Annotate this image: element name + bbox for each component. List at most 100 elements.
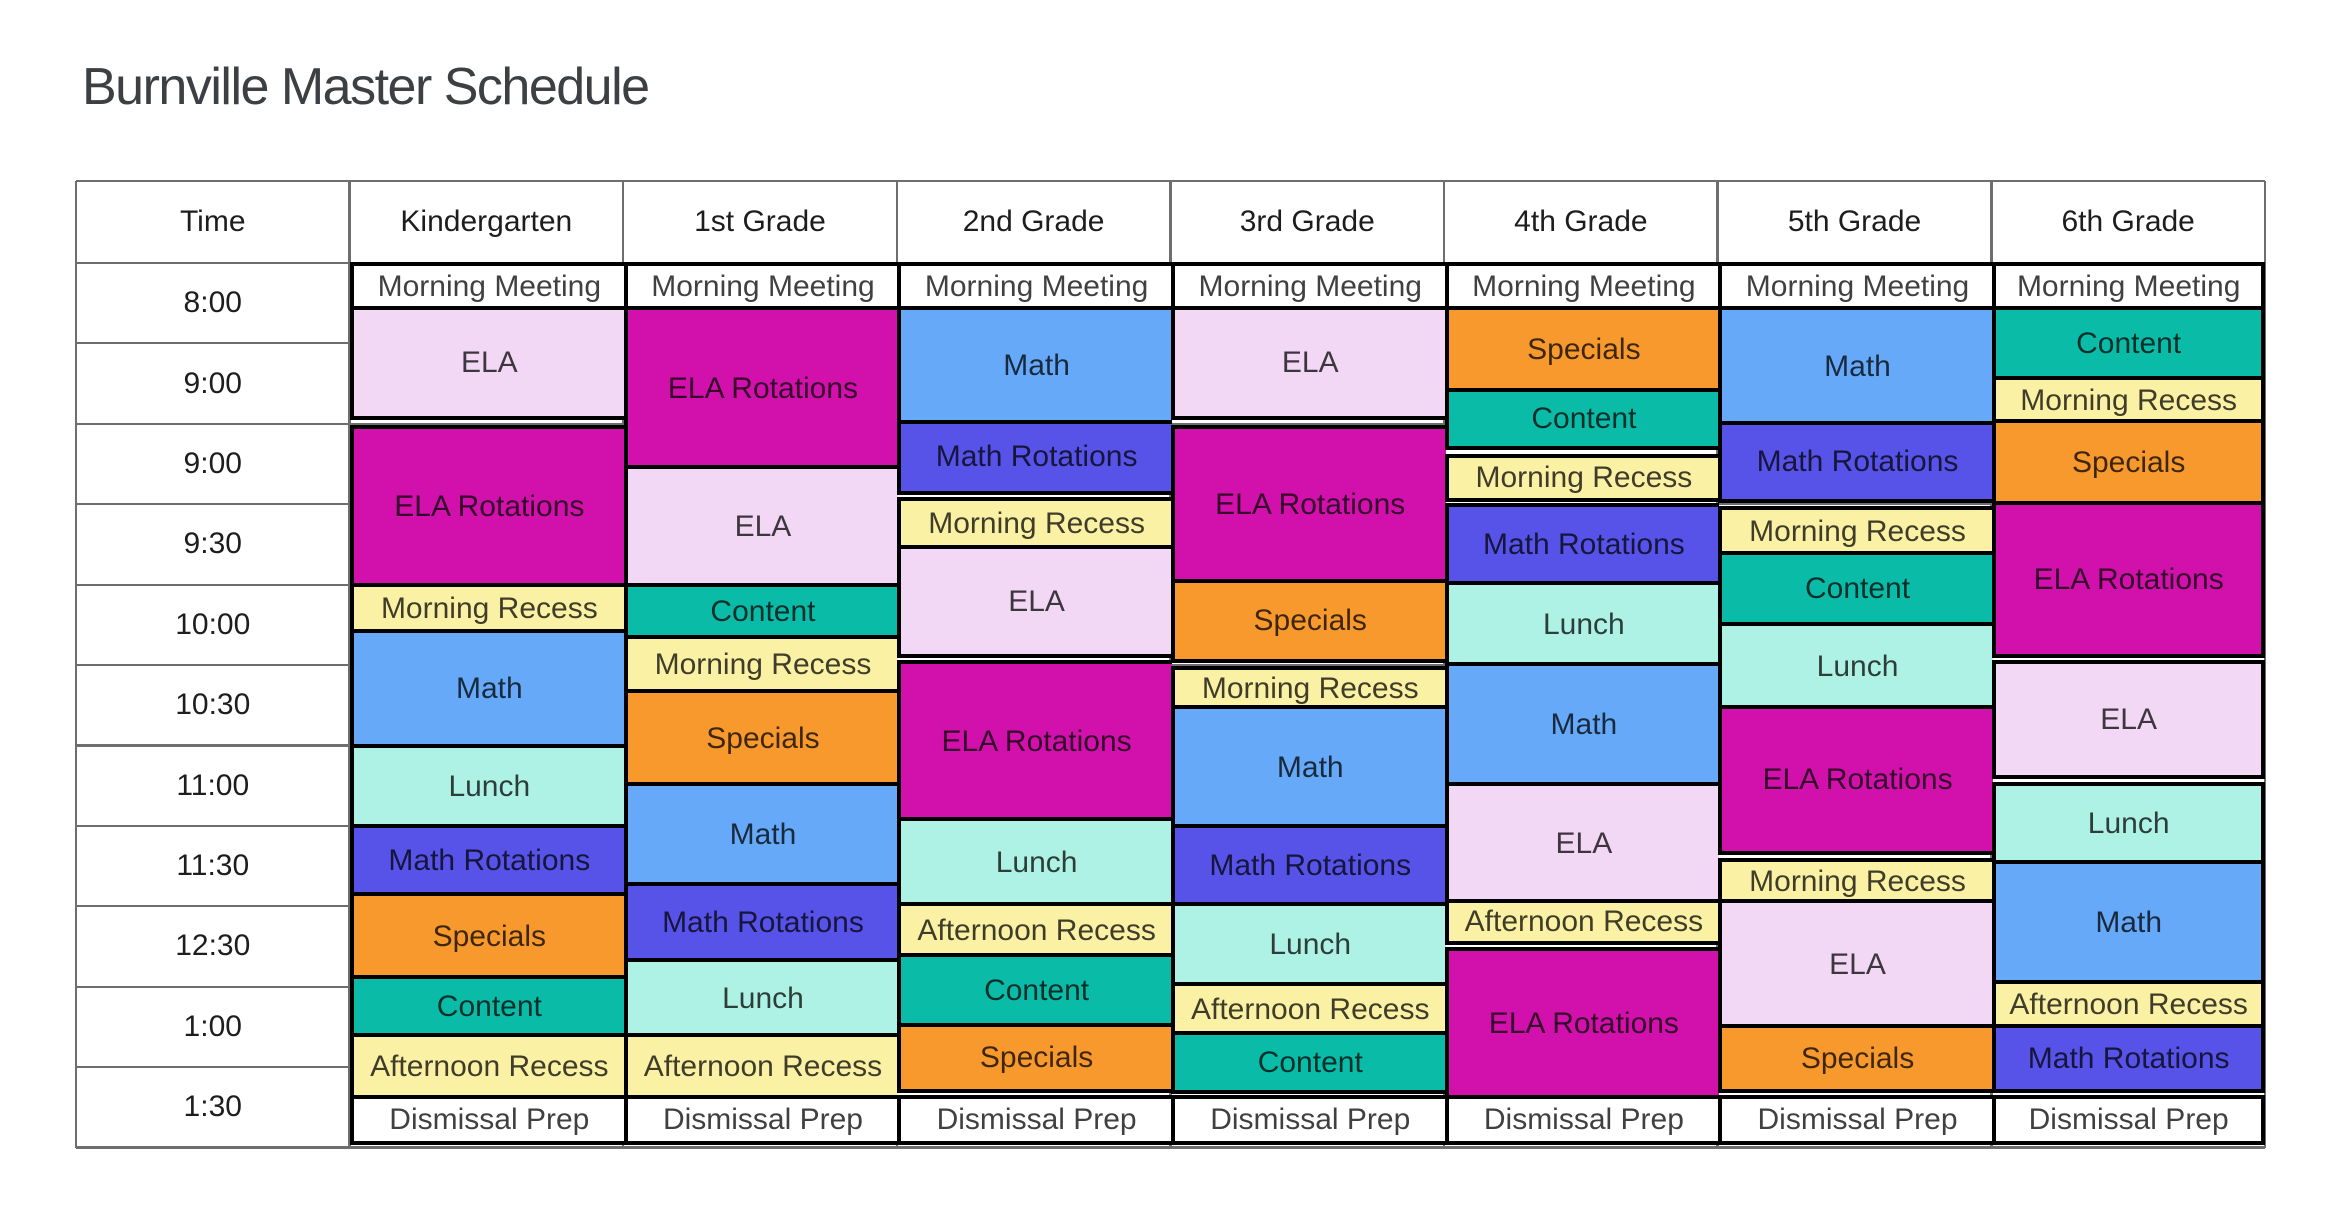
schedule-block: Morning Meeting — [1170, 261, 1446, 308]
schedule-block: ELA Rotations — [1444, 946, 1720, 1097]
schedule-block: Afternoon Recess — [1444, 899, 1720, 945]
column-header-grade: 6th Grade — [2061, 205, 2195, 238]
schedule-block: ELA Rotations — [623, 306, 899, 467]
schedule-block: ELA Rotations — [1718, 705, 1993, 855]
time-row-label: 12:30 — [175, 929, 251, 963]
schedule-block: ELA — [1718, 898, 1993, 1026]
schedule-block: Afternoon Recess — [350, 1033, 625, 1097]
schedule-block: Lunch — [1991, 781, 2266, 862]
time-row-label: 10:00 — [175, 607, 251, 641]
schedule-block: Math Rotations — [350, 824, 625, 894]
schedule-block: ELA — [1444, 781, 1720, 901]
schedule-block: Specials — [897, 1023, 1172, 1093]
column-header-grade: Kindergarten — [400, 205, 573, 238]
schedule-block: Morning Recess — [1170, 666, 1446, 708]
schedule-block: Specials — [1991, 419, 2266, 503]
schedule-block: Morning Meeting — [897, 261, 1172, 308]
schedule-block: Math Rotations — [897, 419, 1172, 495]
schedule-block: Math — [350, 628, 625, 746]
schedule-block: Content — [1170, 1031, 1446, 1094]
schedule-block: Morning Recess — [1444, 454, 1720, 502]
schedule-block: Content — [1991, 306, 2266, 378]
schedule-block: Content — [350, 974, 625, 1035]
schedule-block: ELA Rotations — [897, 660, 1172, 819]
schedule-block: Specials — [1444, 306, 1720, 390]
schedule-block: Morning Meeting — [350, 261, 625, 308]
column-header-grade: 3rd Grade — [1239, 205, 1375, 238]
schedule-block: Morning Recess — [623, 635, 899, 691]
schedule-block: Math Rotations — [1991, 1024, 2266, 1093]
schedule-block: Math Rotations — [623, 882, 899, 960]
schedule-block: Specials — [1718, 1024, 1993, 1093]
schedule-block: Morning Meeting — [1718, 261, 1993, 308]
schedule-block: ELA Rotations — [350, 424, 625, 585]
schedule-block: Math — [897, 306, 1172, 422]
schedule-block: Content — [1718, 550, 1993, 624]
schedule-block: Math Rotations — [1718, 421, 1993, 503]
column-header-grade: 2nd Grade — [962, 205, 1105, 238]
grid-line-horizontal — [76, 1146, 2265, 1149]
schedule-block: Afternoon Recess — [623, 1033, 899, 1097]
schedule-block: Specials — [350, 892, 625, 977]
schedule-block: Math — [1444, 662, 1720, 784]
schedule-block: ELA — [1991, 659, 2266, 780]
schedule-block: Dismissal Prep — [350, 1094, 625, 1145]
time-row-label: 8:00 — [183, 286, 242, 320]
schedule-block: Lunch — [897, 816, 1172, 904]
schedule-block: Math — [623, 781, 899, 884]
time-row-label: 9:30 — [183, 527, 242, 561]
grid-line-vertical — [348, 181, 351, 1148]
schedule-block: Morning Recess — [1991, 375, 2266, 422]
grid-line-horizontal — [76, 179, 2265, 183]
schedule-block: Lunch — [623, 958, 899, 1035]
time-row-label: 10:30 — [175, 688, 251, 722]
schedule-block: Math Rotations — [1444, 502, 1720, 583]
schedule-block: Math — [1718, 306, 1993, 423]
schedule-block: ELA — [897, 545, 1172, 658]
time-row-label: 11:00 — [176, 768, 250, 802]
schedule-block: Lunch — [1170, 902, 1446, 984]
schedule-block: Afternoon Recess — [897, 902, 1172, 955]
schedule-block: Morning Meeting — [623, 261, 899, 308]
schedule-block: ELA — [350, 306, 625, 421]
schedule-block: Morning Recess — [1718, 858, 1993, 901]
column-header-grade: 1st Grade — [694, 205, 826, 238]
time-row-label: 9:00 — [183, 366, 242, 400]
schedule-block: ELA Rotations — [1991, 501, 2266, 658]
schedule-block: Dismissal Prep — [623, 1094, 899, 1145]
schedule-block: Lunch — [1444, 581, 1720, 664]
time-row-label: 1:00 — [183, 1009, 242, 1043]
schedule-block: Afternoon Recess — [1991, 980, 2266, 1026]
schedule-block: Morning Recess — [1718, 505, 1993, 553]
schedule-block: ELA — [623, 464, 899, 585]
schedule-block: Morning Meeting — [1991, 261, 2266, 308]
schedule-block: Math Rotations — [1170, 824, 1446, 904]
time-row-label: 9:00 — [183, 447, 242, 481]
schedule-block: Specials — [1170, 579, 1446, 663]
column-header-time: Time — [179, 205, 246, 238]
page-title: Burnville Master Schedule — [82, 57, 650, 116]
column-header-grade: 4th Grade — [1514, 205, 1648, 238]
grid-line-vertical — [74, 181, 78, 1148]
schedule-block: ELA — [1170, 306, 1446, 421]
schedule-block: Specials — [623, 689, 899, 784]
time-row-label: 11:30 — [176, 849, 250, 883]
schedule-block: Dismissal Prep — [1718, 1094, 1993, 1145]
schedule-block: Dismissal Prep — [1170, 1094, 1446, 1145]
schedule-block: Lunch — [1718, 621, 1993, 708]
schedule-block: Content — [897, 953, 1172, 1025]
schedule-block: ELA Rotations — [1170, 424, 1446, 582]
schedule-block: Dismissal Prep — [897, 1094, 1172, 1145]
schedule-block: Morning Recess — [350, 583, 625, 631]
schedule-block: Math — [1991, 860, 2266, 982]
time-row-label: 1:30 — [183, 1090, 242, 1124]
schedule-block: Content — [623, 582, 899, 638]
schedule-block: Math — [1170, 705, 1446, 826]
schedule-block: Lunch — [350, 743, 625, 826]
schedule-block: Content — [1444, 388, 1720, 450]
schedule-block: Morning Recess — [897, 496, 1172, 547]
schedule-block: Morning Meeting — [1444, 261, 1720, 308]
schedule-block: Dismissal Prep — [1444, 1094, 1720, 1145]
grid-line-vertical — [1442, 181, 1446, 1148]
